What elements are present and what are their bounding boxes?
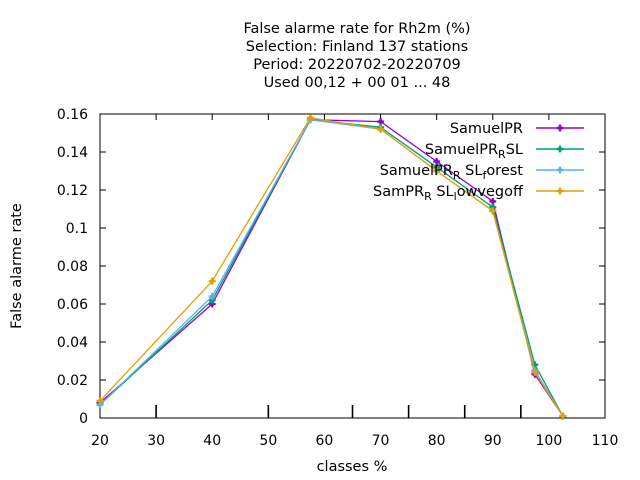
y-tick-label: 0.14 xyxy=(57,145,88,161)
legend-item: SamuelPR xyxy=(450,121,584,137)
chart-title: False alarme rate for Rh2m (%) Selection:… xyxy=(243,21,470,91)
x-tick-label: 20 xyxy=(91,433,109,449)
x-tick-label: 30 xyxy=(147,433,165,449)
x-tick-label: 70 xyxy=(372,433,390,449)
series-1 xyxy=(96,116,567,420)
series-2 xyxy=(96,116,567,420)
data-point xyxy=(559,412,567,420)
data-point xyxy=(433,167,441,175)
y-tick-label: 0.02 xyxy=(57,373,88,389)
series-3 xyxy=(96,114,567,420)
data-point xyxy=(489,197,497,205)
data-point xyxy=(208,277,216,285)
chart-title-line: Period: 20220702-20220709 xyxy=(253,57,461,73)
legend-label: SamPRR SLlowvegoff xyxy=(373,184,524,203)
x-tick-label: 100 xyxy=(536,433,563,449)
legend-label: SamuelPRR SLforest xyxy=(380,163,524,182)
legend-item: SamuelPRRSL xyxy=(425,142,584,161)
legend-label: SamuelPR xyxy=(450,121,523,137)
x-tick-label: 90 xyxy=(484,433,502,449)
data-point xyxy=(306,114,314,122)
x-tick-label: 80 xyxy=(428,433,446,449)
y-tick-label: 0 xyxy=(79,411,88,427)
x-tick-label: 40 xyxy=(203,433,221,449)
x-tick-label: 110 xyxy=(592,433,619,449)
plot-frame xyxy=(99,113,606,419)
legend-item: SamPRR SLlowvegoff xyxy=(373,184,584,203)
series-0 xyxy=(96,116,567,420)
chart-axes: 0 0.02 0.04 0.06 0.08 0.1 0.12 0.14 0.16 20 30 40 50… xyxy=(57,107,619,449)
y-tick-label: 0.08 xyxy=(57,259,88,275)
series-line xyxy=(99,117,564,417)
chart-title-line: Selection: Finland 137 stations xyxy=(246,39,468,55)
y-tick-label: 0.06 xyxy=(57,297,88,313)
data-point xyxy=(489,207,497,215)
chart-legend: SamuelPR SamuelPRRSL SamuelPRR SLforest Sam… xyxy=(373,121,584,203)
y-axis-label: False alarme rate xyxy=(9,203,25,329)
x-tick-label: 60 xyxy=(316,433,334,449)
y-tick-label: 0.04 xyxy=(57,335,88,351)
data-point xyxy=(377,125,385,133)
chart-title-line: Used 00,12 + 00 01 ... 48 xyxy=(264,75,451,91)
data-point xyxy=(96,397,104,405)
series-line xyxy=(99,119,564,417)
data-point xyxy=(531,368,539,376)
legend-label: SamuelPRRSL xyxy=(425,142,523,161)
legend-item: SamuelPRR SLforest xyxy=(380,163,584,182)
y-tick-label: 0.12 xyxy=(57,183,88,199)
y-tick-label: 0.16 xyxy=(57,107,88,123)
chart-series xyxy=(96,114,567,420)
chart-title-line: False alarme rate for Rh2m (%) xyxy=(243,21,470,37)
y-tick-label: 0.1 xyxy=(66,221,88,237)
x-axis-label: classes % xyxy=(317,459,388,475)
data-point xyxy=(208,292,216,300)
x-tick-label: 50 xyxy=(259,433,277,449)
